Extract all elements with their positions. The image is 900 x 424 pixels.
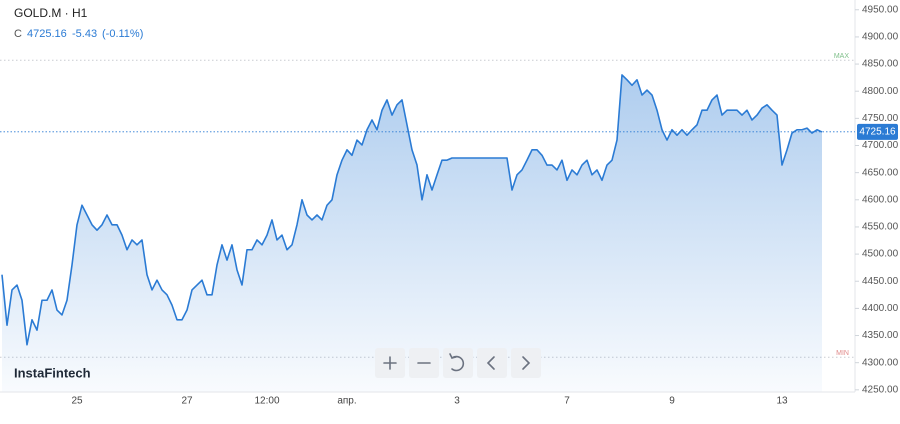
change-pct: (-0.11%)	[102, 28, 143, 40]
y-tick-label: 4550.00	[862, 222, 899, 233]
y-tick-label: 4800.00	[862, 86, 899, 97]
change: -5.43	[72, 28, 97, 40]
max-label: MAX	[834, 53, 850, 60]
x-tick-label: 13	[776, 396, 788, 407]
scroll-right-button[interactable]	[511, 348, 541, 378]
y-tick-label: 4700.00	[862, 140, 899, 151]
y-tick-label: 4900.00	[862, 32, 899, 43]
last-price-tag	[857, 123, 898, 140]
x-tick-label: 12:00	[254, 396, 279, 407]
reset-button[interactable]	[443, 348, 473, 378]
y-tick-label: 4650.00	[862, 167, 899, 178]
symbol: GOLD.M · H1	[14, 6, 88, 20]
price-prefix: C	[14, 28, 22, 40]
y-tick-label: 4500.00	[862, 249, 899, 260]
y-tick-label: 4950.00	[862, 4, 899, 15]
zoom-in-button[interactable]	[375, 348, 405, 378]
y-tick-label: 4600.00	[862, 194, 899, 205]
y-tick-label: 4850.00	[862, 59, 899, 70]
area-fill	[2, 74, 822, 393]
y-tick-label: 4350.00	[862, 330, 899, 341]
y-tick-label: 4450.00	[862, 276, 899, 287]
brand: InstaFintech	[14, 365, 91, 380]
zoom-out-button[interactable]	[409, 348, 439, 378]
min-label: MIN	[836, 350, 849, 357]
x-tick-label: 3	[454, 396, 460, 407]
x-tick-label: апр.	[337, 396, 356, 407]
y-tick-label: 4750.00	[862, 113, 899, 124]
y-tick-label: 4250.00	[862, 384, 899, 395]
x-tick-label: 27	[181, 396, 193, 407]
x-tick-label: 25	[71, 396, 83, 407]
last-price-tag-label: 4725.16	[859, 126, 896, 137]
y-tick-label: 4400.00	[862, 303, 899, 314]
last-price: 4725.16	[27, 28, 67, 40]
price-line	[1, 74, 823, 346]
x-tick-label: 9	[669, 396, 675, 407]
y-tick-label: 4300.00	[862, 357, 899, 368]
scroll-left-button[interactable]	[477, 348, 507, 378]
x-tick-label: 7	[564, 396, 570, 407]
